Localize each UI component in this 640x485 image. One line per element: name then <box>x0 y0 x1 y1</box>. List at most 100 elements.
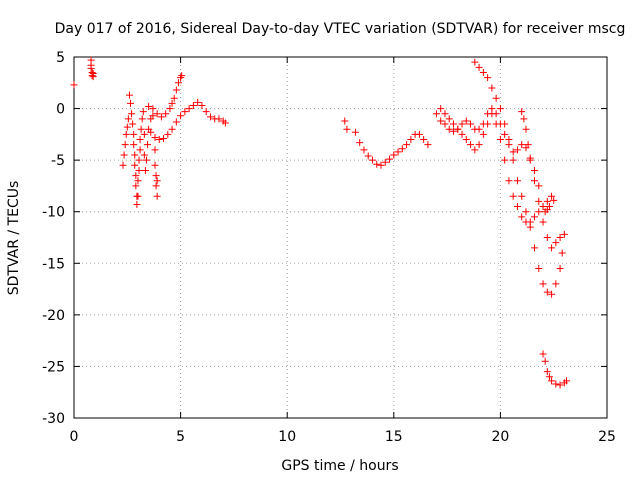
data-point <box>526 154 534 162</box>
data-point <box>415 130 423 138</box>
data-point <box>136 136 144 144</box>
data-point <box>364 152 372 160</box>
data-point <box>558 249 566 257</box>
data-point <box>475 125 483 133</box>
data-point <box>518 192 526 200</box>
data-point <box>531 213 539 221</box>
data-point <box>130 130 138 138</box>
data-point <box>140 151 148 159</box>
series-seg-j <box>539 350 570 389</box>
data-point <box>377 161 385 169</box>
data-point <box>475 141 483 149</box>
data-point <box>552 380 560 388</box>
data-point <box>488 110 496 118</box>
data-point <box>424 141 432 149</box>
data-point <box>168 125 176 133</box>
data-point <box>484 74 492 82</box>
data-point <box>120 151 128 159</box>
data-point <box>170 94 178 102</box>
y-axis-label: SDTVAR / TECUs <box>6 181 22 296</box>
data-point <box>535 264 543 272</box>
data-point <box>162 110 170 118</box>
data-point <box>445 115 453 123</box>
data-point <box>138 115 146 123</box>
data-point <box>496 136 504 144</box>
data-point <box>505 177 513 185</box>
data-point <box>524 141 532 149</box>
data-point <box>518 141 526 149</box>
data-point <box>560 230 568 238</box>
data-point <box>513 177 521 185</box>
data-point <box>501 156 509 164</box>
data-point <box>432 110 440 118</box>
data-point <box>174 79 182 87</box>
series-seg-a <box>70 56 97 89</box>
y-tick-label: -25 <box>42 359 65 375</box>
series-seg-g <box>437 105 556 226</box>
data-point <box>543 197 551 205</box>
y-tick-label: -15 <box>42 256 65 272</box>
data-point <box>531 177 539 185</box>
data-point <box>151 146 159 154</box>
x-tick-label: 0 <box>70 429 79 445</box>
y-tick-label: 5 <box>56 50 65 66</box>
data-point <box>368 156 376 164</box>
data-point <box>441 120 449 128</box>
data-point <box>535 182 543 190</box>
data-point <box>479 130 487 138</box>
data-point <box>462 136 470 144</box>
data-point <box>181 108 189 116</box>
data-point <box>484 120 492 128</box>
data-point <box>132 172 140 180</box>
data-point <box>562 377 570 385</box>
data-point <box>70 81 78 89</box>
data-point <box>185 105 193 113</box>
data-point <box>407 136 415 144</box>
data-point <box>134 177 142 185</box>
data-point <box>541 357 549 365</box>
x-tick-label: 25 <box>598 429 616 445</box>
data-point <box>454 125 462 133</box>
x-tick-label: 10 <box>278 429 296 445</box>
data-point <box>155 136 163 144</box>
series-seg-i <box>518 108 558 216</box>
data-point <box>501 120 509 128</box>
data-point <box>556 264 564 272</box>
data-point <box>437 117 445 125</box>
data-point <box>351 128 359 136</box>
data-point <box>149 105 157 113</box>
data-point <box>403 141 411 149</box>
data-point <box>221 119 229 127</box>
data-point <box>136 146 144 154</box>
data-point <box>160 134 168 142</box>
data-point <box>139 108 147 116</box>
data-point <box>449 120 457 128</box>
data-point <box>471 58 479 66</box>
data-point <box>390 151 398 159</box>
data-point <box>152 172 160 180</box>
data-point <box>420 136 428 144</box>
data-point <box>492 94 500 102</box>
data-point <box>177 112 185 120</box>
data-point <box>128 110 136 118</box>
data-point <box>137 125 145 133</box>
data-point <box>492 120 500 128</box>
data-point <box>341 117 349 125</box>
data-point <box>122 130 130 138</box>
data-point <box>141 166 149 174</box>
data-point <box>471 146 479 154</box>
data-point <box>556 381 564 389</box>
data-point <box>172 86 180 94</box>
data-point <box>126 99 134 107</box>
data-point <box>135 166 143 174</box>
series-seg-b <box>119 91 161 208</box>
data-point <box>458 130 466 138</box>
data-point <box>548 377 556 385</box>
data-point <box>531 244 539 252</box>
data-point <box>539 218 547 226</box>
data-point <box>467 120 475 128</box>
data-point <box>133 200 141 208</box>
data-point <box>543 234 551 241</box>
data-point <box>153 110 161 118</box>
